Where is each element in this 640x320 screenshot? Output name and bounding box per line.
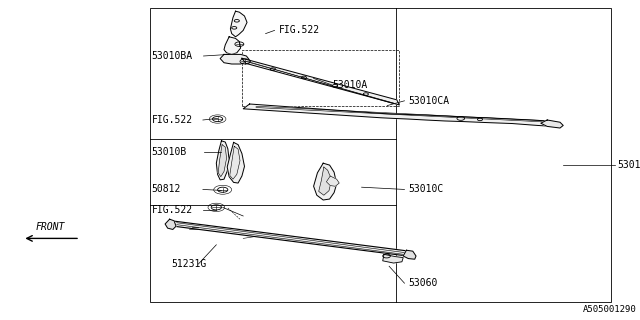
Text: 53010A: 53010A — [333, 80, 368, 90]
Polygon shape — [230, 11, 247, 37]
Polygon shape — [172, 221, 412, 257]
Text: A505001290: A505001290 — [583, 305, 637, 314]
Polygon shape — [314, 163, 337, 200]
Text: 53010BA: 53010BA — [152, 51, 193, 61]
Text: FRONT: FRONT — [35, 222, 65, 232]
Text: 53060: 53060 — [408, 278, 438, 288]
Polygon shape — [216, 141, 229, 180]
Polygon shape — [319, 167, 332, 195]
Polygon shape — [383, 254, 403, 263]
Polygon shape — [220, 54, 250, 64]
Polygon shape — [218, 145, 227, 177]
Polygon shape — [165, 219, 176, 229]
Text: 53010CA: 53010CA — [408, 96, 449, 106]
Text: FIG.522: FIG.522 — [152, 204, 193, 215]
Text: 53010B: 53010B — [152, 147, 187, 157]
Text: 50812: 50812 — [152, 184, 181, 195]
Bar — [150, 8, 611, 302]
Polygon shape — [326, 176, 339, 186]
Polygon shape — [243, 104, 557, 126]
Text: 51231G: 51231G — [172, 259, 207, 269]
Polygon shape — [403, 250, 416, 259]
Bar — [242, 50, 399, 106]
Text: FIG.522: FIG.522 — [278, 25, 319, 36]
Text: FIG.522: FIG.522 — [152, 115, 193, 125]
Polygon shape — [541, 120, 563, 128]
Polygon shape — [224, 37, 241, 54]
Polygon shape — [242, 58, 399, 105]
Text: 53010: 53010 — [618, 160, 640, 170]
Polygon shape — [227, 142, 244, 183]
Polygon shape — [230, 146, 240, 179]
Text: 53010C: 53010C — [408, 184, 444, 195]
